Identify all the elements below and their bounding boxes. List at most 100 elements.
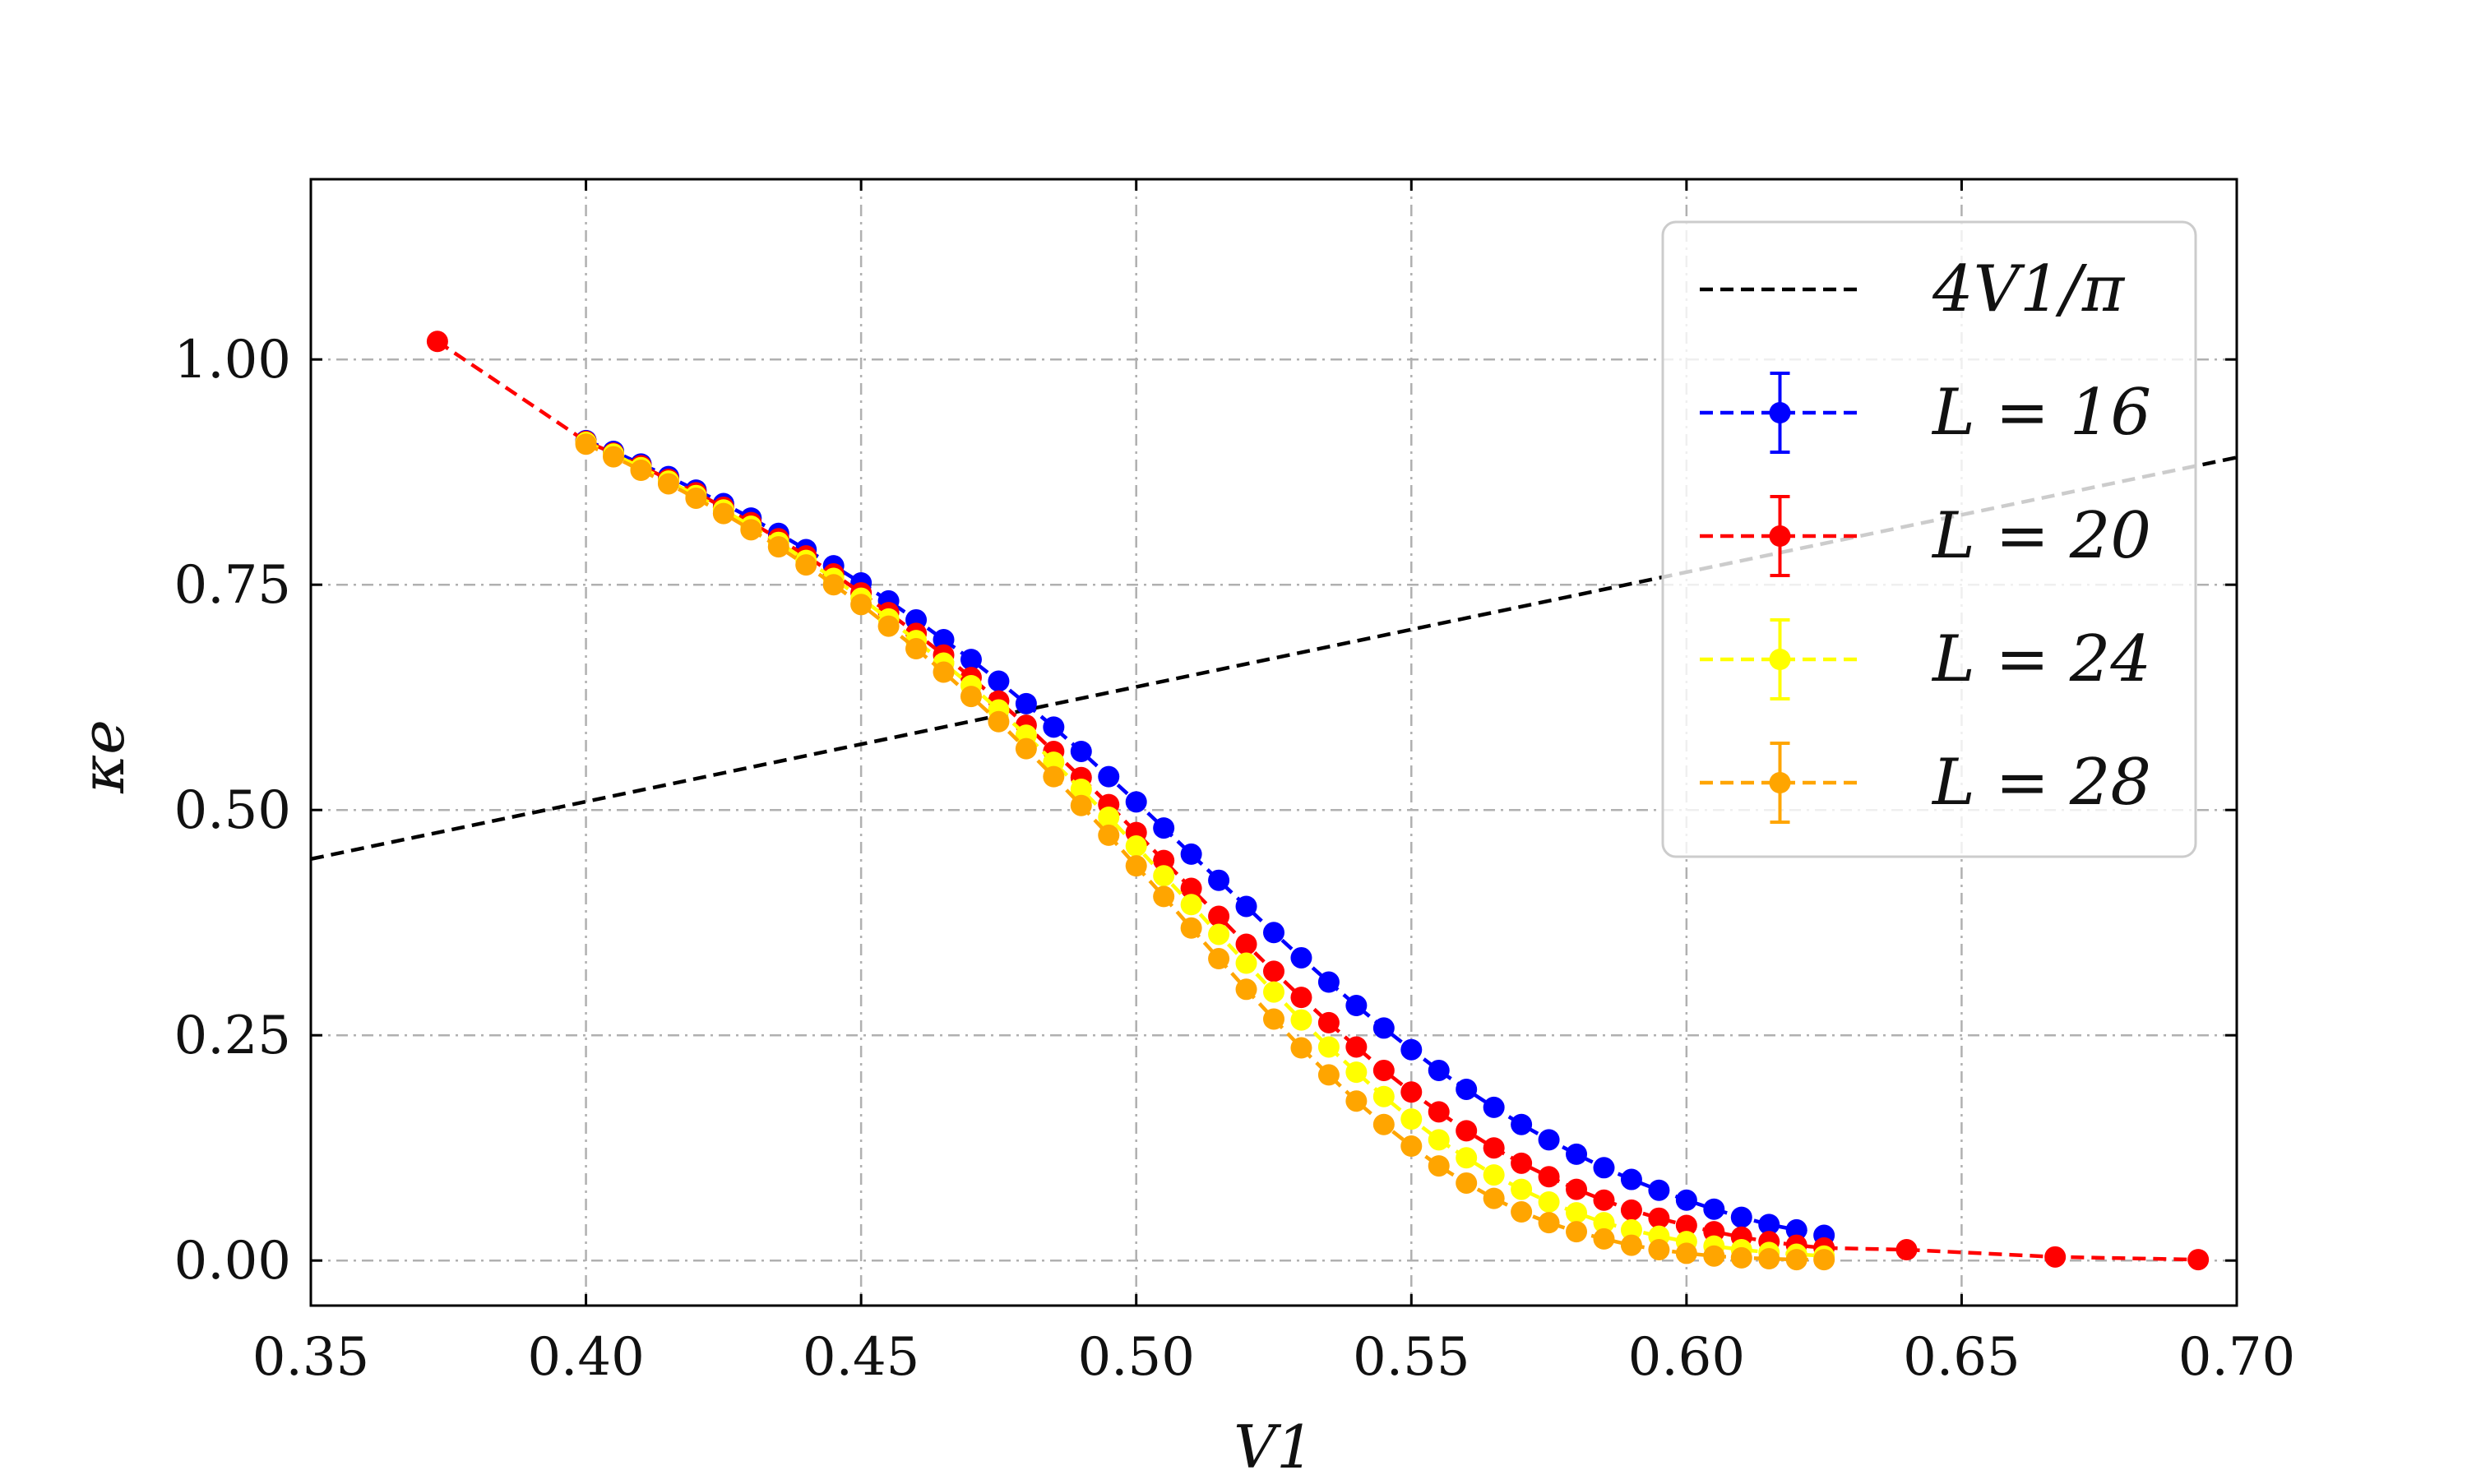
- series-2-point-36: [1566, 1202, 1588, 1224]
- series-1-point-35: [1511, 1152, 1533, 1174]
- series-0-point-31: [1428, 1059, 1450, 1081]
- y-tick-label-2: 0.50: [174, 780, 292, 841]
- series-0-point-30: [1400, 1038, 1423, 1061]
- series-3-point-36: [1566, 1221, 1588, 1243]
- series-0-line: [585, 438, 1825, 1237]
- x-tick-label-0: 0.35: [252, 1327, 370, 1388]
- y-tick-label-1: 0.25: [174, 1006, 292, 1066]
- series-2-point-31: [1428, 1129, 1450, 1151]
- series-0-point-43: [1758, 1214, 1780, 1236]
- legend-marker-3: [1769, 649, 1791, 670]
- x-tick-label-3: 0.50: [1077, 1327, 1195, 1388]
- series-3-point-29: [1372, 1113, 1395, 1135]
- series-3-point-1: [603, 446, 625, 468]
- series-3-point-11: [877, 615, 900, 637]
- series-1-point-25: [1235, 933, 1257, 955]
- series-0-point-29: [1372, 1017, 1395, 1039]
- series-3-point-39: [1648, 1239, 1670, 1261]
- series-0-point-36: [1566, 1143, 1588, 1165]
- series-1-point-36: [1538, 1166, 1560, 1188]
- series-0-point-21: [1153, 817, 1175, 839]
- series-3-point-27: [1317, 1064, 1340, 1086]
- series-3-point-2: [630, 460, 652, 482]
- x-tick-label-1: 0.40: [527, 1327, 645, 1388]
- series-3-point-41: [1703, 1245, 1725, 1267]
- series-3: [575, 433, 1835, 1271]
- y-tick-label-4: 1.00: [174, 330, 292, 391]
- series-3-point-15: [988, 710, 1010, 733]
- series-2-point-20: [1125, 835, 1147, 858]
- series-3-point-35: [1538, 1212, 1560, 1234]
- series-layer: [426, 331, 2210, 1271]
- series-1-point-31: [1400, 1081, 1423, 1103]
- series-3-point-38: [1620, 1234, 1642, 1256]
- x-axis-label: V1: [1234, 1412, 1314, 1480]
- series-1-point-48: [2044, 1246, 2067, 1268]
- series-0-point-14: [960, 649, 982, 671]
- y-tick-label-0: 0.00: [174, 1231, 292, 1292]
- series-0-point-41: [1703, 1198, 1725, 1220]
- series-3-point-8: [795, 554, 817, 576]
- legend-entry-0: 4V1/π: [1700, 252, 2126, 326]
- series-3-point-6: [740, 519, 762, 541]
- series-0-point-25: [1263, 922, 1284, 944]
- series-2-point-38: [1620, 1218, 1642, 1241]
- series-1-point-37: [1566, 1178, 1588, 1200]
- series-3-point-26: [1290, 1037, 1312, 1059]
- series-3-point-33: [1483, 1187, 1505, 1209]
- series-2-point-27: [1317, 1036, 1340, 1058]
- series-1-point-28: [1317, 1011, 1340, 1033]
- series-3-point-12: [905, 638, 928, 660]
- series-3-point-10: [850, 594, 872, 616]
- series-2-point-34: [1511, 1178, 1533, 1200]
- series-1-point-0: [426, 331, 448, 353]
- y-tick-label-3: 0.75: [174, 555, 292, 616]
- series-0-point-19: [1098, 765, 1120, 788]
- series-3-point-19: [1098, 824, 1120, 846]
- series-3-point-7: [767, 536, 789, 558]
- series-3-point-30: [1400, 1135, 1423, 1158]
- series-3-point-34: [1511, 1201, 1533, 1223]
- x-tick-label-7: 0.70: [2178, 1327, 2296, 1388]
- series-0-point-22: [1180, 843, 1202, 865]
- x-tick-label-4: 0.55: [1353, 1327, 1470, 1388]
- series-3-point-45: [1813, 1249, 1835, 1271]
- series-3-point-21: [1153, 885, 1175, 908]
- series-0-point-42: [1730, 1206, 1752, 1228]
- series-3-point-44: [1785, 1249, 1807, 1271]
- series-0-point-39: [1648, 1179, 1670, 1201]
- series-1-point-27: [1290, 987, 1312, 1009]
- series-3-point-14: [960, 686, 982, 708]
- series-1-point-26: [1263, 960, 1284, 982]
- series-2-point-33: [1483, 1164, 1505, 1186]
- series-1-point-47: [1895, 1239, 1918, 1261]
- series-3-point-23: [1208, 948, 1230, 970]
- series-3-point-13: [933, 661, 955, 683]
- series-3-point-32: [1456, 1172, 1478, 1194]
- x-tick-label-6: 0.65: [1903, 1327, 2020, 1388]
- x-tick-label-5: 0.60: [1628, 1327, 1746, 1388]
- series-2-line: [585, 440, 1825, 1258]
- legend-marker-2: [1769, 525, 1791, 547]
- series-1-point-32: [1428, 1101, 1450, 1123]
- legend-label-1: L = 16: [1931, 376, 2151, 450]
- series-2-point-22: [1180, 894, 1202, 916]
- series-1-point-39: [1620, 1199, 1642, 1221]
- series-2-point-23: [1208, 923, 1230, 945]
- legend-entry-2: L = 20: [1700, 495, 2151, 577]
- series-3-point-5: [712, 502, 734, 525]
- series-2-point-29: [1372, 1085, 1395, 1107]
- ticks: 0.35 0.40 0.45 0.50 0.55 0.60 0.65 0.70 0.00 0.25…: [174, 179, 2296, 1388]
- legend-label-4: L = 28: [1931, 746, 2151, 820]
- series-3-point-42: [1730, 1246, 1752, 1269]
- series-0-point-28: [1345, 995, 1368, 1017]
- series-3-point-3: [657, 473, 679, 495]
- series-0-point-27: [1317, 971, 1340, 993]
- series-0-point-17: [1043, 716, 1065, 738]
- series-1-point-33: [1456, 1120, 1478, 1142]
- series-2-point-32: [1456, 1147, 1478, 1169]
- legend-box: [1661, 220, 2197, 858]
- series-3-point-40: [1675, 1242, 1697, 1264]
- series-3-point-0: [575, 433, 597, 455]
